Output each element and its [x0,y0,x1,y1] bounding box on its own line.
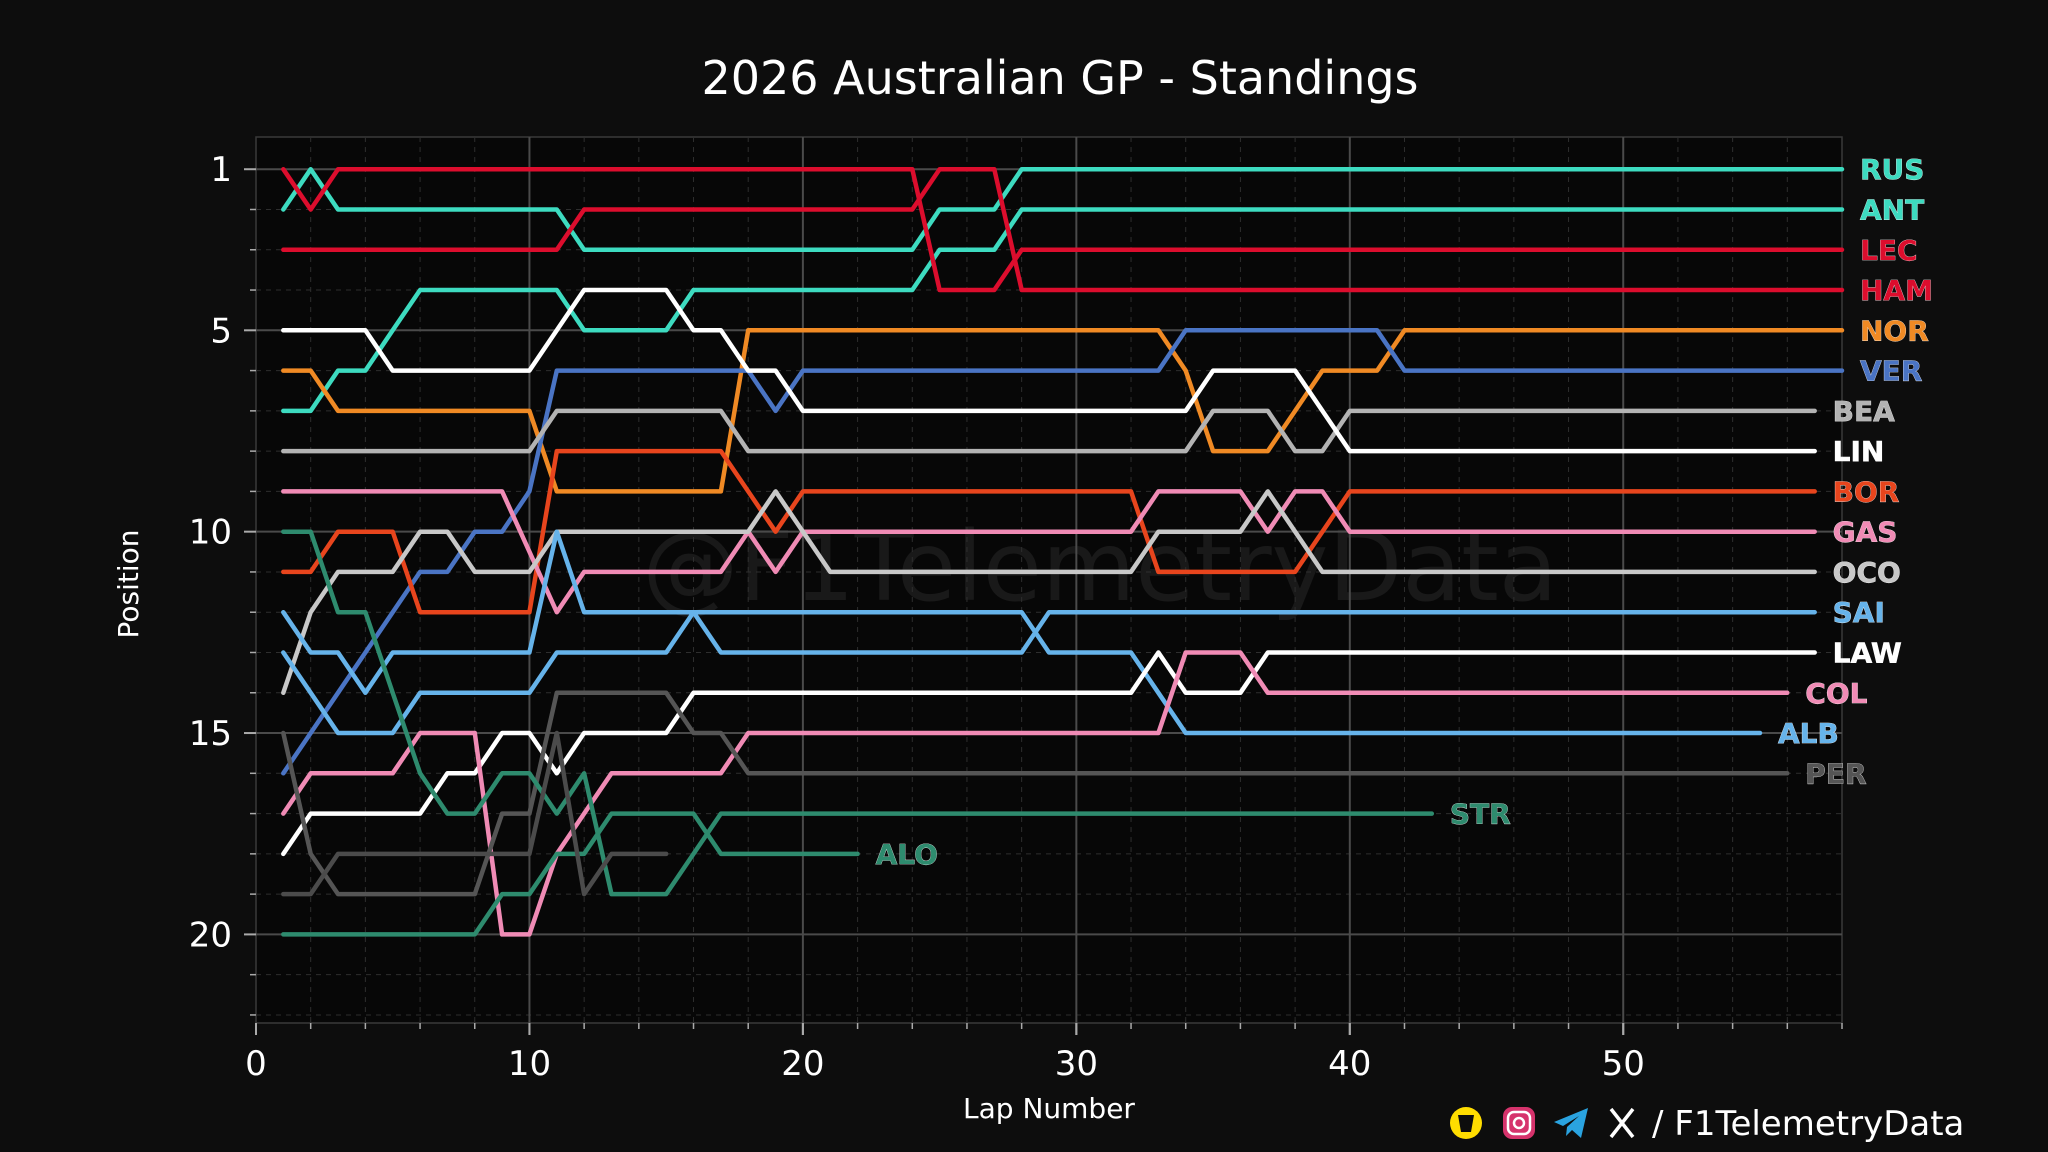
series-line-bea [281,408,1817,454]
x-tick-label: 0 [245,1044,267,1084]
series-line-ver [281,328,1845,776]
y-axis-label: Position [112,529,145,638]
buymeacoffee-icon[interactable] [1450,1107,1482,1139]
series-line-sai [281,609,1817,736]
driver-label-oco: OCO [1833,556,1901,589]
driver-label-ham: HAM [1860,274,1933,307]
driver-label-bea: BEA [1833,395,1895,428]
driver-label-ant: ANT [1860,193,1924,226]
x-tick-label: 30 [1055,1044,1098,1084]
driver-label-col: COL [1805,677,1867,710]
chart-title: 2026 Australian GP - Standings [701,51,1418,105]
x-tick-label: 40 [1328,1044,1371,1084]
driver-label-alb: ALB [1778,717,1839,750]
series-line-ham [281,166,1845,293]
series-line-bor [281,448,1817,615]
y-tick-label: 1 [210,150,232,190]
footer-credit: / F1TelemetryData [1450,1104,1964,1144]
x-tick-label: 20 [781,1044,824,1084]
x-icon[interactable] [1609,1107,1635,1139]
series-line-oco [281,489,1817,696]
telegram-icon[interactable] [1554,1108,1588,1138]
series-line-gas [281,489,1817,615]
driver-label-ver: VER [1860,355,1922,388]
series-line-str [281,529,1435,897]
credit-text: / F1TelemetryData [1652,1104,1964,1144]
y-tick-label: 10 [189,513,232,553]
plot-area [255,136,1843,1024]
series-lines [281,166,1845,937]
driver-label-rus: RUS [1860,153,1924,186]
x-tick-label: 50 [1602,1044,1645,1084]
instagram-icon[interactable] [1503,1107,1535,1139]
series-line-ant [281,207,1845,414]
driver-label-alo: ALO [876,838,938,871]
series-line-lin [281,287,1817,454]
y-tick-label: 20 [189,915,232,955]
series-line-hul [281,730,669,897]
driver-label-lec: LEC [1860,234,1918,267]
x-tick-label: 10 [508,1044,551,1084]
driver-label-sai: SAI [1833,596,1885,629]
driver-label-gas: GAS [1833,516,1898,549]
x-axis-label: Lap Number [963,1092,1135,1125]
series-line-lec [281,166,1845,293]
series-line-law [281,650,1817,857]
driver-label-lin: LIN [1833,435,1885,468]
driver-label-nor: NOR [1860,314,1929,347]
driver-label-per: PER [1805,757,1866,790]
driver-label-str: STR [1450,798,1511,831]
series-line-alo [281,811,860,937]
driver-label-law: LAW [1833,636,1902,669]
driver-label-bor: BOR [1833,475,1900,508]
y-tick-label: 5 [210,311,232,351]
y-tick-label: 15 [189,714,232,754]
series-line-per [281,690,1790,897]
driver-labels: RUS ANT LEC HAM NOR VER BEA LIN BOR GAS OCO ALB LAW C… [875,153,1933,871]
